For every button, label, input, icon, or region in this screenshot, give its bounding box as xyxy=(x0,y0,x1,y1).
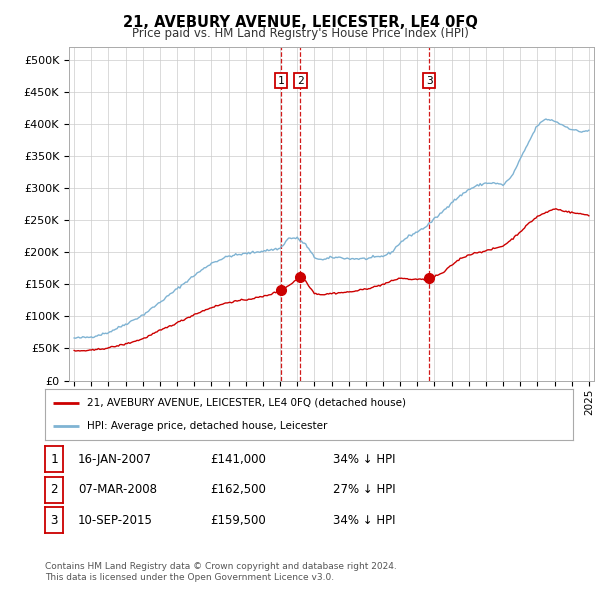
Text: 21, AVEBURY AVENUE, LEICESTER, LE4 0FQ: 21, AVEBURY AVENUE, LEICESTER, LE4 0FQ xyxy=(122,15,478,30)
Text: 10-SEP-2015: 10-SEP-2015 xyxy=(78,514,153,527)
Text: £162,500: £162,500 xyxy=(210,483,266,496)
Text: 07-MAR-2008: 07-MAR-2008 xyxy=(78,483,157,496)
Text: £159,500: £159,500 xyxy=(210,514,266,527)
Text: 16-JAN-2007: 16-JAN-2007 xyxy=(78,453,152,466)
Text: 2: 2 xyxy=(297,76,304,86)
Text: 3: 3 xyxy=(426,76,433,86)
Text: 2: 2 xyxy=(50,483,58,496)
Text: HPI: Average price, detached house, Leicester: HPI: Average price, detached house, Leic… xyxy=(87,421,328,431)
Text: 3: 3 xyxy=(50,514,58,527)
Text: 34% ↓ HPI: 34% ↓ HPI xyxy=(333,453,395,466)
Text: Contains HM Land Registry data © Crown copyright and database right 2024.: Contains HM Land Registry data © Crown c… xyxy=(45,562,397,571)
Text: 1: 1 xyxy=(50,453,58,466)
Text: 27% ↓ HPI: 27% ↓ HPI xyxy=(333,483,395,496)
Text: 1: 1 xyxy=(277,76,284,86)
Text: 21, AVEBURY AVENUE, LEICESTER, LE4 0FQ (detached house): 21, AVEBURY AVENUE, LEICESTER, LE4 0FQ (… xyxy=(87,398,406,408)
Text: Price paid vs. HM Land Registry's House Price Index (HPI): Price paid vs. HM Land Registry's House … xyxy=(131,27,469,40)
Text: This data is licensed under the Open Government Licence v3.0.: This data is licensed under the Open Gov… xyxy=(45,572,334,582)
Text: 34% ↓ HPI: 34% ↓ HPI xyxy=(333,514,395,527)
Text: £141,000: £141,000 xyxy=(210,453,266,466)
